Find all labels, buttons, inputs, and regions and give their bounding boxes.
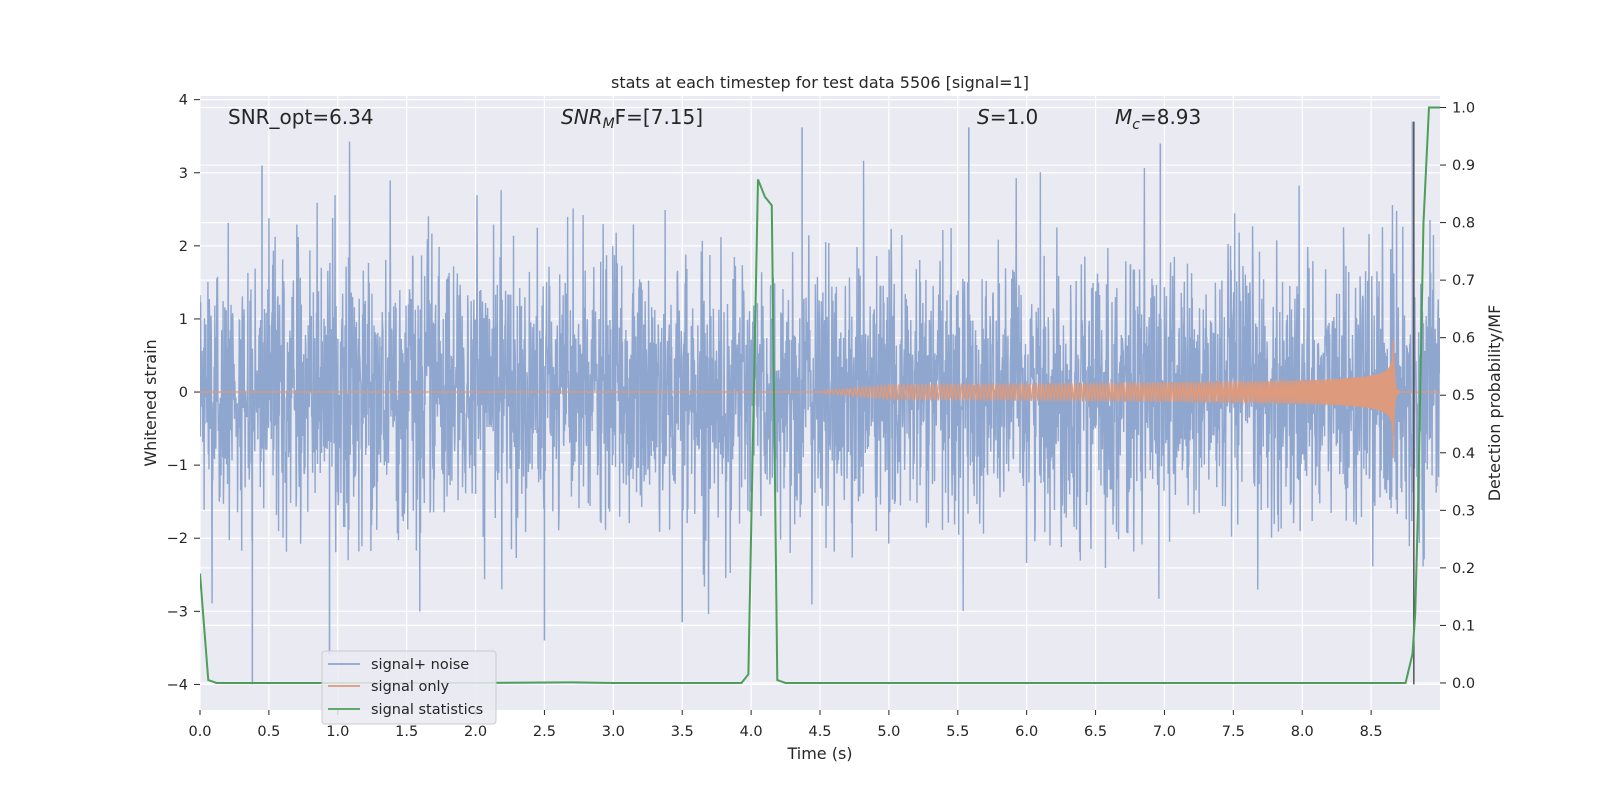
- y-right-tick-label: 0.0: [1452, 676, 1475, 692]
- annotation-s: S=1.0: [977, 105, 1038, 129]
- x-tick-label: 1.0: [326, 724, 349, 740]
- x-tick-label: 7.5: [1222, 724, 1245, 740]
- x-tick-label: 7.0: [1153, 724, 1176, 740]
- annotation-snr-opt: SNR_opt=6.34: [228, 105, 374, 129]
- legend-box: [321, 650, 497, 725]
- y-right-tick-label: 0.1: [1452, 618, 1475, 634]
- annotation-mc: Mc=8.93: [1115, 105, 1201, 133]
- y-left-tick-label: 4: [179, 93, 188, 109]
- noise-outlier-spikes: [251, 121, 1414, 685]
- y-right-tick-label: 0.6: [1452, 331, 1475, 347]
- x-axis-label: Time (s): [786, 744, 852, 763]
- x-tick-label: 0.0: [188, 724, 211, 740]
- y-right-tick-label: 0.3: [1452, 503, 1475, 519]
- x-tick-label: 6.0: [1015, 724, 1038, 740]
- y-left-tick-label: −3: [167, 604, 188, 620]
- y-right-tick-label: 0.9: [1452, 158, 1475, 174]
- y-left-tick-label: 1: [179, 312, 188, 328]
- legend: signal+ noise signal only signal statist…: [321, 650, 497, 725]
- y-right-tick-label: 0.2: [1452, 561, 1475, 577]
- x-tick-label: 8.5: [1360, 724, 1383, 740]
- y-left-tick-label: −4: [167, 677, 188, 693]
- y-axis-right-label: Detection probability/MF: [1485, 305, 1504, 502]
- y-right-tick-label: 0.8: [1452, 216, 1475, 232]
- series-signal-plus-noise: [200, 141, 1440, 615]
- legend-label-signal-statistics: signal statistics: [371, 702, 483, 718]
- y-right-tick-label: 0.5: [1452, 388, 1475, 404]
- y-axis-right-ticks: 0.0 0.1 0.2 0.3 0.4 0.5 0.6 0.7 0.8 0.9 1.0: [1440, 101, 1475, 692]
- x-tick-label: 4.0: [740, 724, 763, 740]
- y-left-tick-label: −2: [167, 531, 188, 547]
- y-right-tick-label: 0.4: [1452, 446, 1475, 462]
- chart-title: stats at each timestep for test data 550…: [611, 73, 1029, 92]
- x-tick-label: 1.5: [395, 724, 418, 740]
- y-right-tick-label: 0.7: [1452, 273, 1475, 289]
- x-tick-label: 3.5: [671, 724, 694, 740]
- x-axis-ticks: 0.0 0.5 1.0 1.5 2.0 2.5 3.0 3.5 4.0 4.5 5.0 5.5 6.0 6…: [188, 710, 1383, 740]
- y-left-tick-label: 0: [179, 385, 188, 401]
- x-tick-label: 5.0: [877, 724, 900, 740]
- y-left-tick-label: 3: [179, 166, 188, 182]
- x-tick-label: 4.5: [808, 724, 831, 740]
- x-tick-label: 3.0: [602, 724, 625, 740]
- annotation-snr-mf: SNRMF=[7.15]: [561, 105, 703, 132]
- y-left-tick-label: −1: [167, 458, 188, 474]
- y-right-tick-label: 1.0: [1452, 101, 1475, 117]
- y-axis-left-ticks: −4 −3 −2 −1 0 1 2 3 4: [167, 93, 200, 693]
- x-tick-label: 8.0: [1291, 724, 1314, 740]
- legend-label-signal-only: signal only: [371, 679, 450, 695]
- y-axis-left-label: Whitened strain: [141, 339, 160, 466]
- x-tick-label: 2.5: [533, 724, 556, 740]
- x-tick-label: 6.5: [1084, 724, 1107, 740]
- series-signal-only: [200, 339, 1440, 458]
- y-left-tick-label: 2: [179, 239, 188, 255]
- x-tick-label: 2.0: [464, 724, 487, 740]
- x-tick-label: 0.5: [257, 724, 280, 740]
- x-tick-label: 5.5: [946, 724, 969, 740]
- legend-label-signal-plus-noise: signal+ noise: [371, 657, 469, 673]
